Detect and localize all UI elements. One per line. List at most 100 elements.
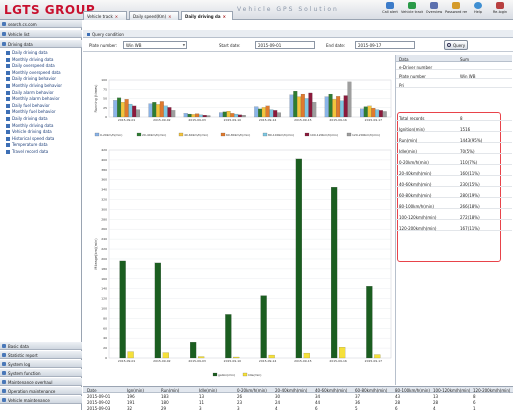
detail-key: Plate number: [399, 74, 426, 79]
y-tick-label: 120: [101, 297, 107, 301]
table-header-cell[interactable]: 20-40km/h(min): [275, 388, 308, 393]
sidebar-section-driving-data[interactable]: Driving data: [0, 40, 82, 48]
y-tick-label: 75: [103, 87, 107, 91]
x-tick-label: 2015-09-02: [153, 118, 171, 122]
folder-icon: [2, 344, 6, 348]
sidebar-item[interactable]: Monthly fuel behavior: [0, 109, 82, 116]
sidebar-item[interactable]: Travel record data: [0, 149, 82, 156]
report-icon: [6, 123, 10, 128]
table-header-cell[interactable]: Ign(min): [127, 388, 144, 393]
detail-value: 280(19%): [460, 193, 480, 198]
detail-value: 167(11%): [460, 226, 480, 231]
top-header: LGTS GROUP Vehicle GPS Solution Vehicle …: [0, 0, 513, 20]
table-header-cell[interactable]: Run(min): [161, 388, 180, 393]
sidebar-item[interactable]: Daily overspeed data: [0, 63, 82, 70]
sidebar-section-operation-maintenance[interactable]: Operation maintenance: [0, 387, 82, 395]
sidebar-item[interactable]: Monthly alarm behavior: [0, 96, 82, 103]
legend-label: Idle(min): [248, 373, 261, 377]
relogin-button[interactable]: Re-login: [489, 1, 511, 19]
table-header-cell[interactable]: 40-60km/h(min): [315, 388, 348, 393]
sidebar-item[interactable]: Monthly overspeed data: [0, 70, 82, 77]
detail-value: 1516: [460, 127, 471, 132]
sidebar-item[interactable]: Vehicle driving data: [0, 129, 82, 136]
table-row[interactable]: 2015-09-02 191 180 11 23 24 44 36 28 28 …: [83, 399, 513, 405]
overview-icon: [430, 2, 438, 9]
y-tick-label: 180: [101, 267, 107, 271]
x-tick-label: 2015-09-01: [118, 118, 136, 122]
table-header-cell[interactable]: Date: [87, 388, 97, 393]
close-icon[interactable]: ×: [168, 14, 172, 19]
sidebar-item[interactable]: Temperature data: [0, 142, 82, 149]
bar: [206, 115, 211, 118]
tab-daily-driving-data[interactable]: Daily driving da ×: [181, 11, 233, 20]
sidebar-item[interactable]: Daily fuel behavior: [0, 103, 82, 110]
legend-swatch: [242, 372, 248, 377]
legend-label: 60-80km/h(min): [226, 133, 250, 137]
sidebar-report-list: Daily driving data Monthly driving data …: [0, 50, 82, 156]
table-header-cell[interactable]: 120-200km/h(min): [473, 388, 511, 393]
bar: [113, 100, 118, 118]
tab-daily-speed[interactable]: Daily speed(Km) ×: [129, 11, 179, 20]
sidebar-item[interactable]: Monthly driving data: [0, 57, 82, 64]
section-label: Statistic report: [8, 353, 38, 358]
legend-label: 40-60km/h(min): [184, 133, 208, 137]
tab-vehicle-track[interactable]: Vehicle track ×: [83, 11, 127, 20]
sidebar-section-vehicle-maintenance[interactable]: Vehicle maintenance: [0, 396, 82, 404]
sidebar-section-maintenance-overhaul[interactable]: Maintenance overhaul: [0, 378, 82, 386]
table-row[interactable]: 2015-09-01 196 183 13 26 30 34 37 43 13 …: [83, 393, 513, 399]
close-icon[interactable]: ×: [222, 14, 226, 19]
collapse-icon[interactable]: [87, 33, 90, 36]
sidebar-section-vehicle-list[interactable]: Vehicle list: [0, 30, 82, 38]
button-label: Password reset: [445, 10, 467, 14]
sidebar-section-system-function[interactable]: System function: [0, 369, 82, 377]
call-alert-button[interactable]: Call alert: [379, 1, 401, 19]
detail-key: Idle(min): [399, 149, 417, 154]
sidebar-item[interactable]: Daily driving data: [0, 116, 82, 123]
table-cell: 2015-09-03: [87, 406, 111, 410]
start-date-input[interactable]: 2015-09-01: [255, 41, 315, 49]
bar: [261, 107, 266, 118]
x-tick-label: 2015-09-02: [153, 359, 171, 363]
table-header-cell[interactable]: 0-20km/h(min): [237, 388, 267, 393]
legend-swatch: [220, 132, 226, 137]
password-reset-button[interactable]: Password reset: [445, 1, 467, 19]
sidebar-search[interactable]: search.cs.com: [0, 20, 82, 28]
sidebar-item[interactable]: Daily alarm behavior: [0, 90, 82, 97]
sidebar-item[interactable]: Daily driving data: [0, 50, 82, 57]
y-tick-label: 80: [103, 316, 107, 320]
overview-button[interactable]: Overview: [423, 1, 445, 19]
bar: [195, 113, 200, 118]
legend-swatch: [304, 132, 310, 137]
bar: [303, 352, 310, 359]
vehicle-track-button[interactable]: Vehicle track: [401, 1, 423, 19]
table-cell: 28: [395, 400, 401, 405]
end-date-label: End date:: [326, 43, 346, 48]
end-date-input[interactable]: 2015-09-17: [355, 41, 415, 49]
sidebar-section-basic-data[interactable]: Basic data: [0, 342, 82, 350]
query-button[interactable]: Query: [444, 40, 468, 50]
table-cell: 2015-09-01: [87, 394, 111, 399]
section-label: Operation maintenance: [8, 389, 56, 394]
close-icon[interactable]: ×: [114, 14, 119, 19]
bar: [293, 91, 298, 118]
sidebar-item[interactable]: Monthly driving data: [0, 123, 82, 130]
query-title-text: Query condition: [92, 32, 124, 37]
detail-row: 60-80km/h(min) 280(19%): [396, 191, 512, 198]
table-cell: 2015-09-02: [87, 400, 111, 405]
table-header-cell[interactable]: 100-120km/h(min): [433, 388, 471, 393]
folder-icon: [2, 389, 6, 393]
help-button[interactable]: Help: [467, 1, 489, 19]
sidebar-item[interactable]: Historical speed data: [0, 136, 82, 143]
table-row[interactable]: 2015-09-03 32 29 3 3 4 6 5 6 4 1: [83, 405, 513, 410]
section-label: System log: [8, 362, 31, 367]
table-header-cell[interactable]: 80-100km/h(min): [395, 388, 430, 393]
sidebar-item[interactable]: Daily driving behavior: [0, 76, 82, 83]
table-header-cell[interactable]: Idle(min): [199, 388, 217, 393]
sidebar-section-statistic-report[interactable]: Statistic report: [0, 351, 82, 359]
plate-select[interactable]: Win WB ▼: [123, 41, 187, 49]
table-header-cell[interactable]: 60-80km/h(min): [355, 388, 388, 393]
sidebar-item[interactable]: Monthly driving behavior: [0, 83, 82, 90]
detail-value: 8: [460, 116, 463, 121]
sidebar-section-system-log[interactable]: System log: [0, 360, 82, 368]
